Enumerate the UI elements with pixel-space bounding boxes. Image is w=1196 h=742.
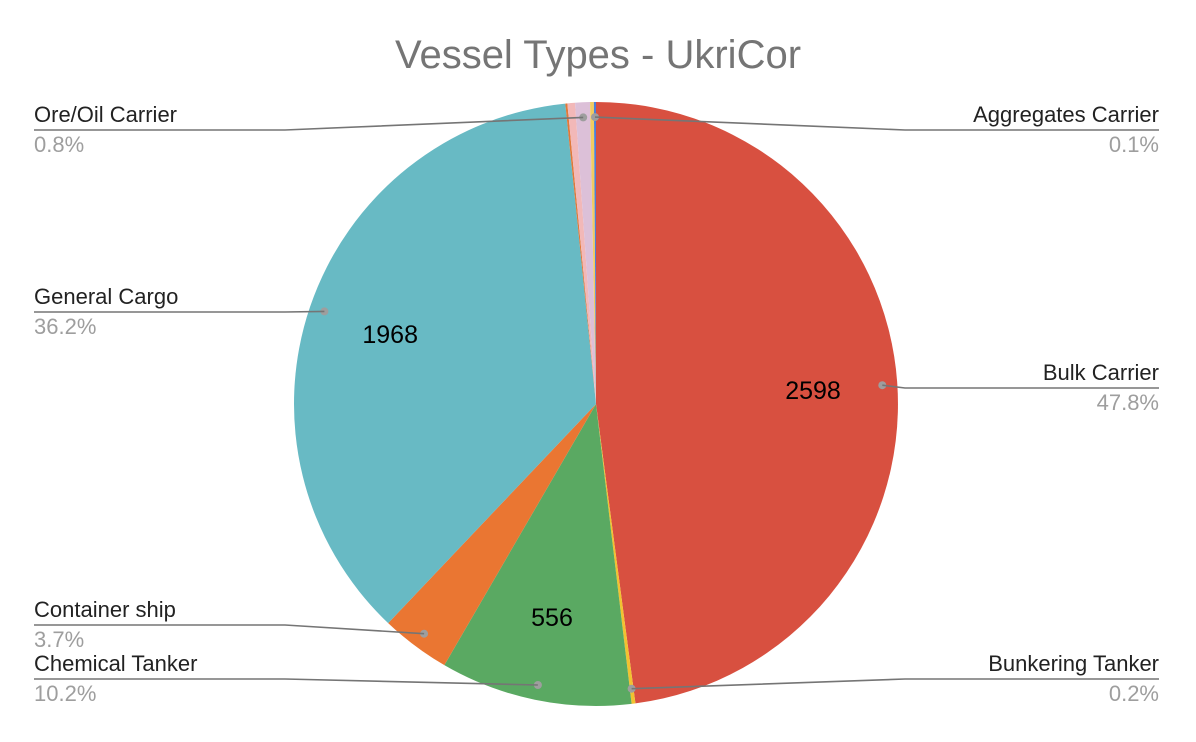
leader-line [594, 116, 1159, 131]
slice-value-label: 1968 [362, 321, 418, 349]
slice-percent-label: 10.2% [34, 681, 96, 706]
leader-line [34, 624, 425, 635]
pie-slice-aggregates-carrier [593, 102, 596, 404]
slice-percent-label: 3.7% [34, 627, 84, 652]
pie-slice-other [590, 102, 596, 404]
slice-value-label: 556 [531, 604, 573, 632]
slice-percent-label: 0.8% [34, 132, 84, 157]
leader-line [34, 116, 584, 131]
pie-slice-bunkering-tanker [596, 404, 636, 704]
slice-percent-label: 36.2% [34, 314, 96, 339]
leader-line [34, 678, 538, 686]
slice-percent-label: 47.8% [1097, 390, 1159, 415]
pie-slice-ore-oil-carrier [575, 102, 596, 404]
slice-percent-label: 0.1% [1109, 132, 1159, 157]
pie-slice-other [565, 103, 596, 405]
pie-slice-general-cargo [294, 103, 596, 624]
leader-line [631, 678, 1159, 690]
pie-slice-container-ship [388, 404, 596, 666]
slice-name-label: Container ship [34, 597, 176, 622]
pie-slice-bulk-carrier [596, 102, 898, 704]
outside-labels: Bulk Carrier 47.8% Bunkering Tanker 0.2% Agg… [34, 102, 1159, 706]
chart-title: Vessel Types - UkriCor [395, 33, 801, 77]
pie-slices [294, 102, 898, 706]
slice-name-label: Bunkering Tanker [988, 651, 1159, 676]
slice-name-label: Aggregates Carrier [973, 102, 1159, 127]
leader-line [882, 384, 1159, 389]
slice-value-label: 2598 [785, 377, 841, 405]
slice-percent-label: 0.2% [1109, 681, 1159, 706]
pie-slice-other [567, 102, 596, 404]
pie-slice-chemical-tanker [444, 404, 632, 706]
slice-name-label: General Cargo [34, 284, 178, 309]
leader-lines [34, 113, 1159, 693]
slice-name-label: Ore/Oil Carrier [34, 102, 177, 127]
slice-value-labels: 2598 556 1968 [362, 321, 840, 632]
slice-name-label: Chemical Tanker [34, 651, 197, 676]
leader-line [34, 310, 325, 313]
slice-name-label: Bulk Carrier [1043, 360, 1159, 385]
